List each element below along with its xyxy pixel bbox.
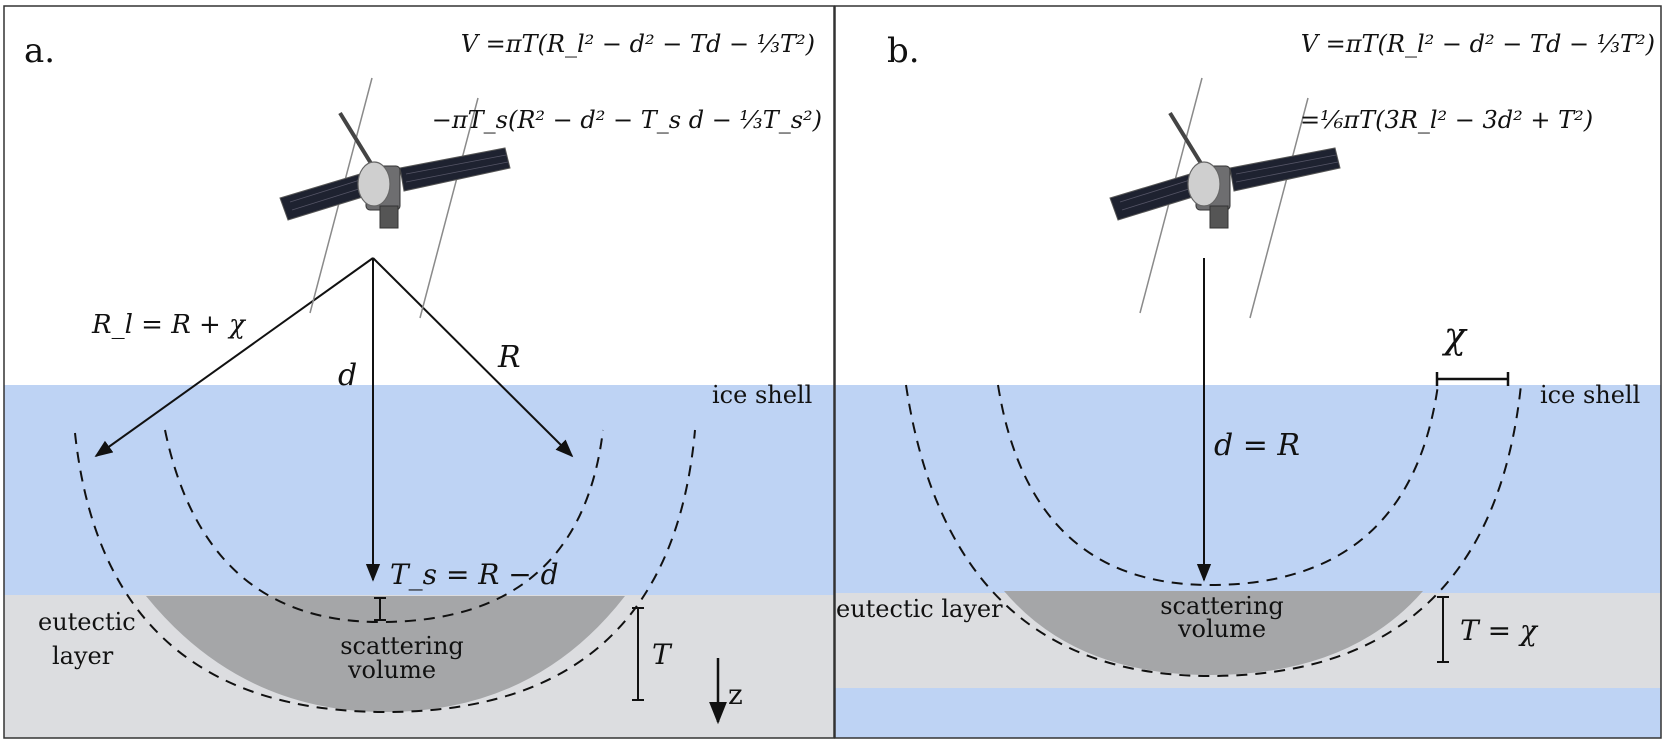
scattering-label-line2: volume	[347, 656, 436, 684]
panel-a-equation-line1: V =πT(R_l² − d² − Td − ⅓T²)	[461, 30, 815, 58]
ts-bracket	[374, 597, 386, 621]
panel-a-equation-line2: −πT_s(R² − d² − T_s d − ⅓T_s²)	[432, 106, 822, 134]
panel-a: a. V =πT(R_l² − d² − Td − ⅓T²) −πT_s(R² …	[4, 6, 834, 738]
scattering-label-line1: scattering	[340, 632, 464, 660]
r-label: R	[497, 340, 521, 375]
rl-label: R_l = R + χ	[91, 310, 247, 340]
arrow-r	[372, 257, 574, 458]
chi-bracket	[1435, 372, 1510, 386]
z-label: z	[728, 678, 743, 711]
panel-b-border	[834, 5, 1662, 739]
ice-shell-layer	[4, 385, 834, 595]
scattering-volume-b	[1004, 591, 1423, 675]
arrow-rl	[94, 257, 374, 458]
inner-sphere-arc	[164, 429, 604, 624]
panel-a-border	[3, 5, 835, 739]
t-bracket	[632, 607, 644, 701]
t-label: T	[652, 638, 673, 671]
t-bracket-b	[1437, 596, 1449, 663]
scattering-volume	[146, 596, 625, 712]
panel-b-label: b.	[887, 31, 920, 71]
d-label: d	[338, 358, 357, 393]
inner-sphere-arc-b	[997, 384, 1439, 587]
ts-label: T_s = R − d	[390, 558, 559, 591]
scattering-label-b-line1: scattering	[1160, 592, 1284, 620]
outer-sphere-arc-b	[905, 384, 1522, 678]
eutectic-label-line2: layer	[52, 642, 114, 670]
d-equals-r-label: d = R	[1214, 428, 1300, 463]
eutectic-label-b: eutectic layer	[836, 595, 1003, 623]
ice-shell-label-b: ice shell	[1540, 381, 1640, 409]
chi-label: χ	[1441, 316, 1468, 357]
lower-ice-layer-b	[835, 688, 1661, 738]
ice-shell-label: ice shell	[712, 381, 812, 409]
outer-sphere-arc	[74, 429, 696, 714]
eutectic-label-line1: eutectic	[38, 608, 136, 636]
panel-b: b. V =πT(R_l² − d² − Td − ⅓T²) =⅙πT(3R_l…	[835, 6, 1661, 738]
scattering-label-b-line2: volume	[1177, 615, 1266, 643]
panel-a-label: a.	[24, 31, 55, 71]
panel-b-equation-line2: =⅙πT(3R_l² − 3d² + T²)	[1300, 106, 1593, 134]
panel-b-equation-line1: V =πT(R_l² − d² − Td − ⅓T²)	[1301, 30, 1655, 58]
ice-shell-layer-b	[835, 385, 1661, 593]
t-equals-chi-label: T = χ	[1460, 614, 1539, 647]
